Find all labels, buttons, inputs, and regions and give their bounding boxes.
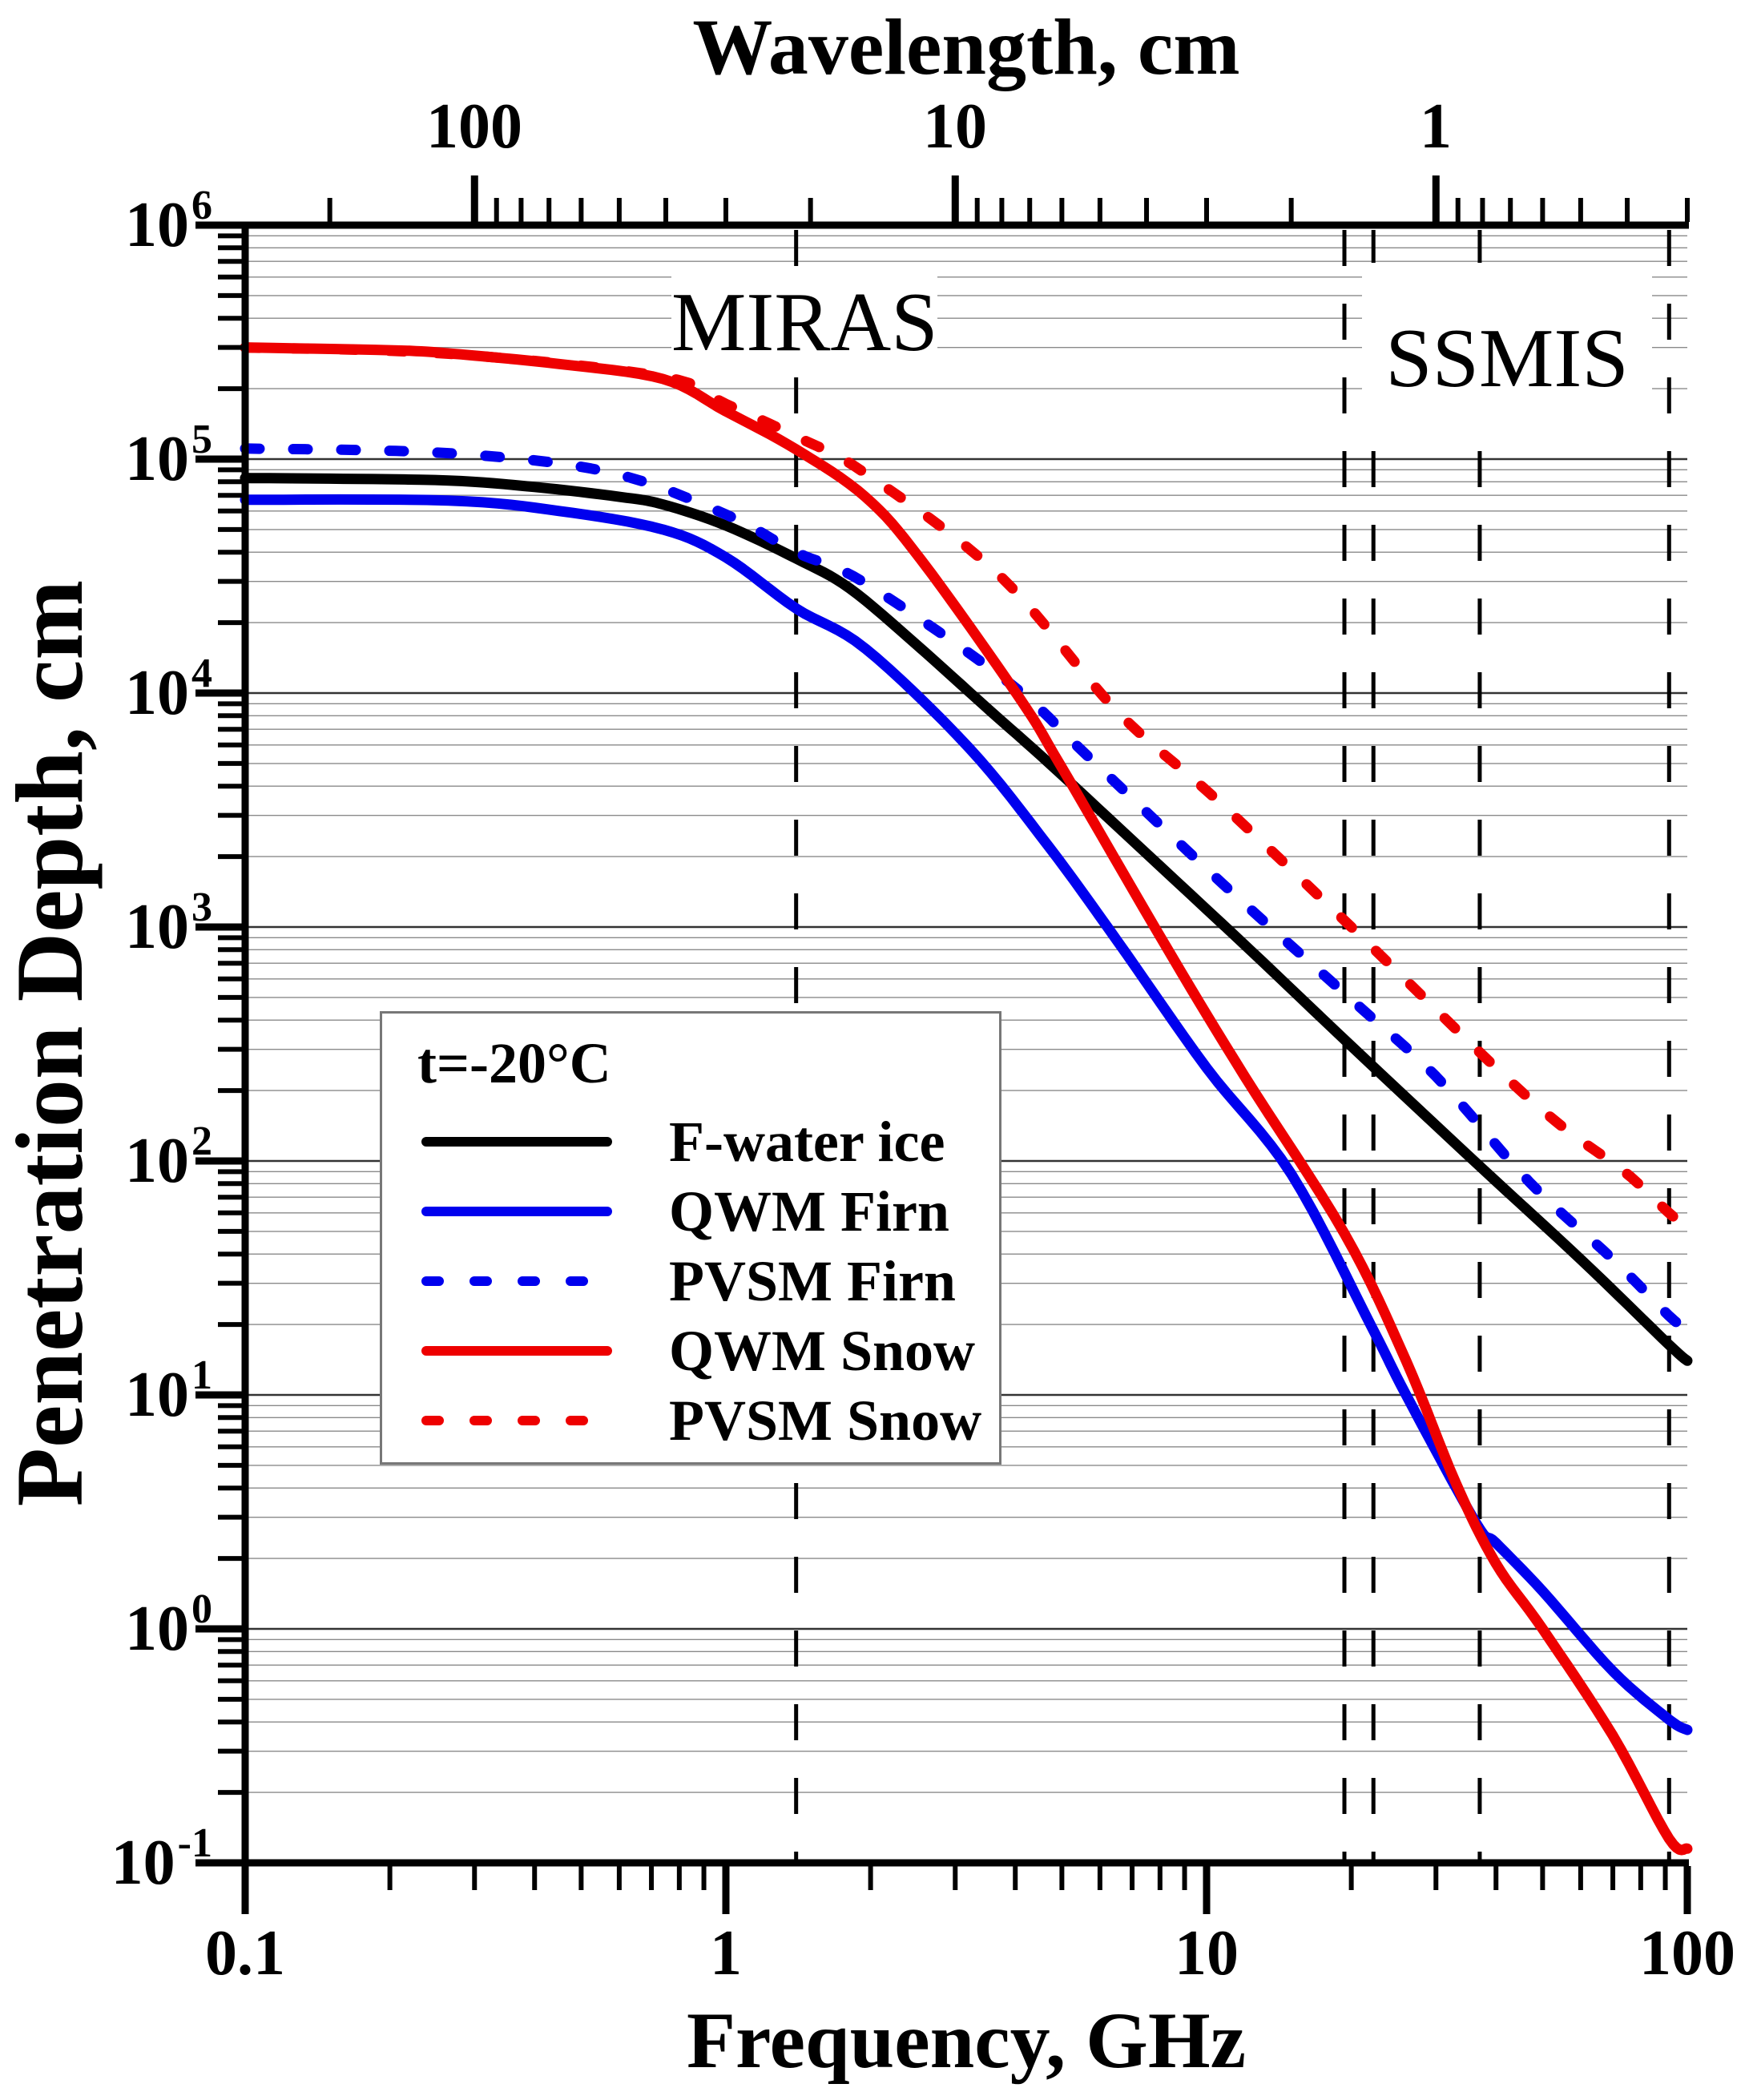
y-tick-label: 103 bbox=[125, 885, 212, 962]
x-tick-label: 1 bbox=[710, 1918, 742, 1989]
top-tick-label: 10 bbox=[923, 91, 987, 162]
ssmis-label-box bbox=[1362, 263, 1652, 447]
annotation-miras: MIRAS bbox=[671, 275, 938, 369]
legend-title: t=-20°C bbox=[417, 1031, 611, 1095]
legend-row-pvsm-firn: PVSM Firn bbox=[421, 1245, 956, 1317]
y-tick-label: 101 bbox=[125, 1352, 212, 1430]
annotation-ssmis: SSMIS bbox=[1385, 311, 1629, 405]
top-tick-label: 1 bbox=[1420, 91, 1452, 162]
bottom-axis-title: Frequency, GHz bbox=[686, 1996, 1247, 2085]
legend-row-f-water-ice: F-water ice bbox=[421, 1106, 945, 1178]
legend-row-qwm-snow: QWM Snow bbox=[421, 1315, 975, 1387]
series-pvsm-firn bbox=[240, 443, 1693, 1336]
legend-label: QWM Firn bbox=[669, 1179, 949, 1243]
legend-label: QWM Snow bbox=[669, 1319, 976, 1383]
legend-label: PVSM Firn bbox=[669, 1249, 956, 1313]
legend-solid-line-swatch bbox=[421, 1137, 612, 1147]
series-f-water-ice bbox=[240, 473, 1693, 1366]
legend-dashed-line-swatch bbox=[421, 1416, 612, 1425]
x-tick-label: 10 bbox=[1175, 1918, 1239, 1989]
legend-solid-line-swatch bbox=[421, 1346, 612, 1356]
legend-solid-line-swatch bbox=[421, 1207, 612, 1216]
series-pvsm-snow bbox=[240, 342, 1693, 1233]
y-tick-label: 105 bbox=[125, 417, 212, 494]
miras-label-box bbox=[671, 266, 937, 373]
legend-row-qwm-firn: QWM Firn bbox=[421, 1175, 949, 1248]
y-tick-label: 106 bbox=[125, 183, 212, 260]
legend-row-pvsm-snow: PVSM Snow bbox=[421, 1385, 981, 1457]
legend-label: F-water ice bbox=[669, 1110, 945, 1174]
y-tick-label: 10-1 bbox=[111, 1820, 212, 1898]
x-tick-label: 0.1 bbox=[205, 1918, 285, 1989]
x-tick-label: 100 bbox=[1639, 1918, 1735, 1989]
top-tick-label: 100 bbox=[426, 91, 522, 162]
legend-label: PVSM Snow bbox=[669, 1389, 982, 1453]
y-tick-label: 102 bbox=[125, 1119, 212, 1196]
legend: t=-20°C F-water ice QWM Firn PVSM Firn QWM … bbox=[380, 1011, 1001, 1465]
y-tick-label: 104 bbox=[125, 651, 212, 728]
legend-dashed-line-swatch bbox=[421, 1276, 612, 1286]
y-tick-label: 100 bbox=[125, 1586, 212, 1664]
top-axis-title: Wavelength, cm bbox=[692, 2, 1240, 91]
plot-frame bbox=[241, 221, 1689, 1867]
series-qwm-firn bbox=[240, 494, 1693, 1735]
